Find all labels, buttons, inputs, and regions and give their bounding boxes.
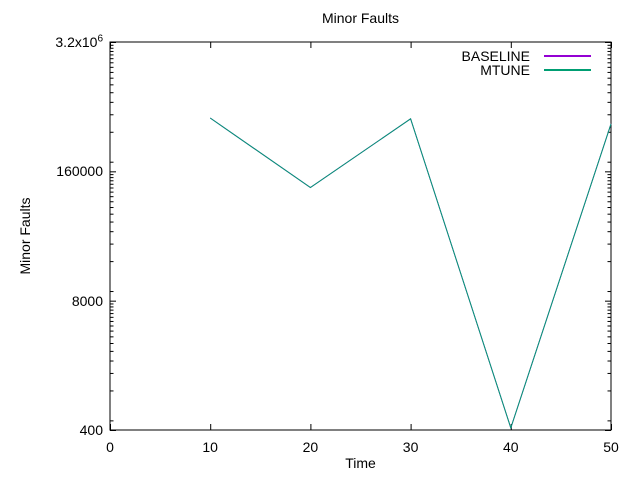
- y-tick-label: 400: [79, 422, 103, 438]
- y-tick-label: 8000: [71, 292, 103, 309]
- legend-row-baseline: BASELINE: [461, 48, 591, 64]
- legend-row-mtune: MTUNE: [462, 62, 591, 78]
- series-line-baseline: [209, 117, 612, 430]
- x-tick-label: 30: [402, 439, 419, 455]
- x-tick-label: 0: [106, 439, 114, 455]
- legend-label: MTUNE: [480, 62, 530, 78]
- x-tick-label: 10: [202, 439, 218, 455]
- legend: BASELINE MTUNE: [461, 48, 591, 78]
- series-line-mtune: [209, 117, 612, 430]
- x-tick-label: 40: [503, 439, 519, 455]
- legend-line-sample: [544, 69, 591, 71]
- plot-border: [109, 41, 612, 431]
- y-tick-label: 160000: [56, 163, 103, 180]
- x-axis-title: Time: [345, 455, 376, 471]
- chart-title: Minor Faults: [321, 10, 400, 26]
- legend-line-sample: [544, 55, 591, 57]
- x-tick-label: 20: [302, 439, 319, 455]
- legend-label: BASELINE: [461, 48, 530, 64]
- x-tick-label: 50: [603, 439, 619, 455]
- y-tick-label: 3.2x106: [55, 33, 103, 50]
